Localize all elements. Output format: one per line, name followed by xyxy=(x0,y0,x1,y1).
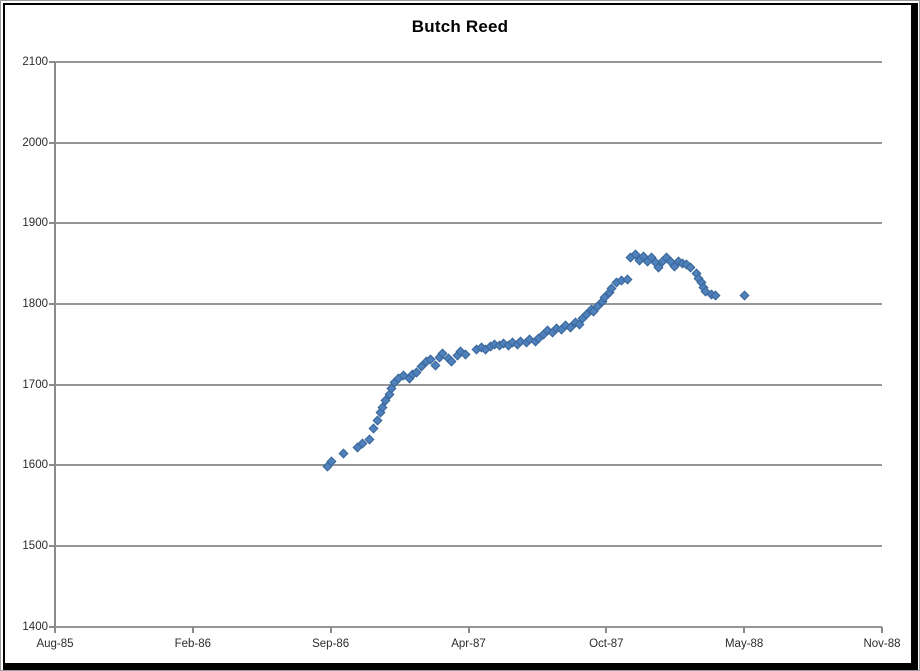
x-axis-label: Sep-86 xyxy=(312,637,350,650)
y-axis-tick xyxy=(49,383,55,386)
window-border xyxy=(3,3,918,670)
x-axis-label: Nov-88 xyxy=(863,637,901,650)
x-axis-tick xyxy=(605,626,608,633)
y-axis-label: 1600 xyxy=(22,459,48,472)
x-axis-label: Aug-85 xyxy=(36,637,74,650)
data-point-marker xyxy=(710,290,721,301)
chart-title: Butch Reed xyxy=(411,17,509,36)
y-axis-label: 2100 xyxy=(22,56,48,68)
x-axis-label: May-88 xyxy=(724,637,764,650)
y-axis-label: 1500 xyxy=(22,539,48,552)
y-gridline xyxy=(55,544,882,547)
x-axis-tick xyxy=(881,626,883,633)
data-point-marker xyxy=(739,290,750,300)
y-gridline xyxy=(55,464,882,467)
y-axis-label: 1800 xyxy=(22,297,48,310)
y-gridline xyxy=(55,61,882,63)
y-axis-tick xyxy=(49,464,55,467)
y-axis-label: 1400 xyxy=(22,620,48,633)
x-axis-tick xyxy=(191,626,194,633)
x-axis-label: Oct-87 xyxy=(589,637,624,650)
y-axis-tick xyxy=(49,302,55,305)
x-axis-tick xyxy=(467,626,470,633)
y-axis-tick xyxy=(49,141,55,144)
x-axis-tick xyxy=(329,626,332,633)
data-point-marker xyxy=(460,349,471,360)
y-axis-label: 1900 xyxy=(22,217,48,230)
x-axis-tick xyxy=(743,626,746,633)
y-axis-tick xyxy=(49,625,55,628)
y-gridline xyxy=(55,302,882,305)
y-axis-tick xyxy=(49,222,55,225)
y-axis-tick xyxy=(49,61,55,63)
y-gridline xyxy=(55,222,882,225)
y-axis-line xyxy=(54,62,56,633)
x-axis-label: Apr-87 xyxy=(451,637,486,650)
y-axis-label: 1700 xyxy=(22,378,48,391)
x-axis-label: Feb-86 xyxy=(174,637,212,650)
y-gridline xyxy=(55,383,882,386)
y-gridline xyxy=(55,141,882,144)
y-axis-label: 2000 xyxy=(22,136,48,149)
x-axis-tick xyxy=(54,626,56,633)
data-point-marker xyxy=(338,448,349,459)
y-axis-tick xyxy=(49,544,55,547)
